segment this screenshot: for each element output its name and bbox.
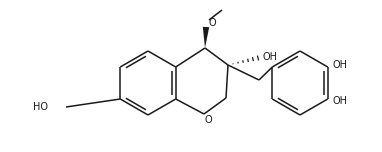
- Text: OH: OH: [333, 96, 348, 106]
- Text: HO: HO: [33, 102, 48, 112]
- Text: O: O: [209, 18, 217, 28]
- Text: O: O: [204, 115, 212, 125]
- Text: OH: OH: [263, 52, 278, 62]
- Text: OH: OH: [333, 60, 348, 70]
- Polygon shape: [203, 27, 209, 48]
